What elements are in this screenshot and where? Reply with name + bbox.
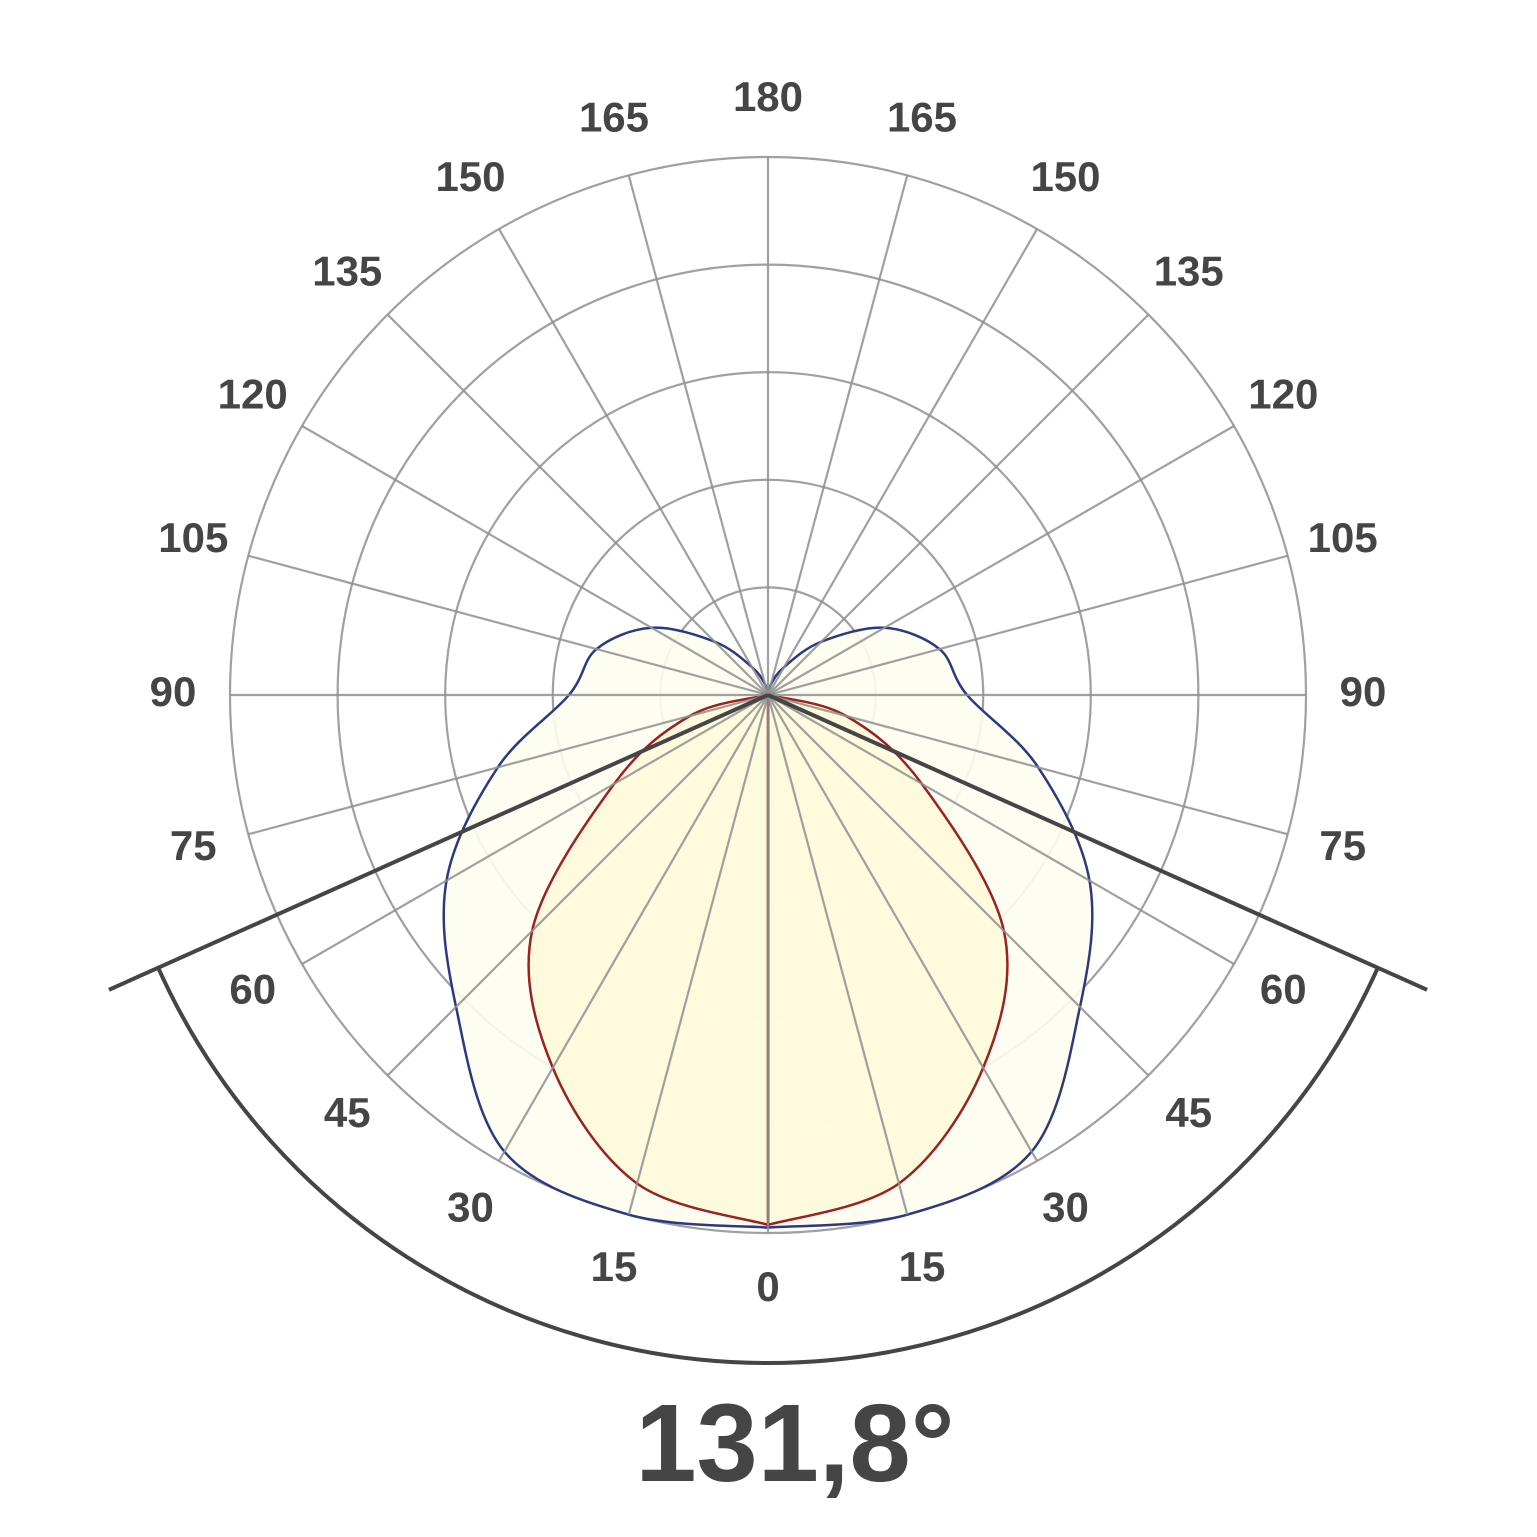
angle-tick-label: 30 <box>1042 1183 1089 1230</box>
beam-angle-label: 131,8° <box>635 1382 954 1505</box>
angle-tick-label: 30 <box>447 1183 494 1230</box>
beam-line <box>767 693 1428 992</box>
angle-tick-label: 90 <box>150 668 197 715</box>
grid-spoke <box>767 694 1150 1077</box>
angle-tick-label: 45 <box>324 1089 371 1136</box>
angle-tick-label: 135 <box>312 247 382 294</box>
grid-spoke <box>767 694 1038 1162</box>
grid-spoke <box>767 313 1150 696</box>
angle-tick-label: 105 <box>158 514 228 561</box>
grid-spoke <box>767 694 1235 965</box>
angle-tick-label: 60 <box>1260 966 1307 1013</box>
angle-tick-label: 15 <box>591 1243 638 1290</box>
grid-spoke <box>767 228 1038 696</box>
grid-spoke <box>386 313 769 696</box>
angle-tick-label: 180 <box>733 73 803 120</box>
angle-tick-label: 75 <box>1319 822 1366 869</box>
grid-spoke <box>248 693 769 836</box>
angle-tick-label: 135 <box>1154 247 1224 294</box>
labels: 0 15 15 30 30 45 45 60 60 75 75 90 90 105 105 120 120 135… <box>150 73 1387 1310</box>
angle-tick-label: 105 <box>1308 514 1378 561</box>
grid-spoke <box>627 175 770 696</box>
beam-line <box>108 693 769 992</box>
grid-spoke <box>767 425 1235 696</box>
angle-tick-label: 120 <box>1248 371 1318 418</box>
grid-spoke <box>767 554 1288 697</box>
grid-spoke <box>498 228 769 696</box>
angle-tick-label: 45 <box>1165 1089 1212 1136</box>
angle-tick-label: 15 <box>899 1243 946 1290</box>
grid-spoke <box>301 425 769 696</box>
angle-tick-label: 150 <box>435 153 505 200</box>
beam-arc <box>156 966 1380 1365</box>
grid-spoke <box>767 693 1288 836</box>
grid-spoke <box>248 554 769 697</box>
curves <box>442 626 1094 1229</box>
grid-spoke <box>766 694 909 1215</box>
spokes <box>230 157 1306 1233</box>
angle-tick-label: 0 <box>756 1263 779 1310</box>
angle-tick-label: 165 <box>887 93 957 140</box>
angle-tick-label: 75 <box>170 822 217 869</box>
grid-spoke <box>627 694 770 1215</box>
grid-spoke <box>766 175 909 696</box>
grid-spoke <box>498 694 769 1162</box>
angle-tick-label: 150 <box>1030 153 1100 200</box>
grid-spoke <box>386 694 769 1077</box>
angle-tick-label: 165 <box>579 93 649 140</box>
grid-spoke <box>301 694 769 965</box>
angle-tick-label: 90 <box>1340 668 1387 715</box>
angle-tick-label: 120 <box>218 371 288 418</box>
angle-tick-label: 60 <box>229 966 276 1013</box>
